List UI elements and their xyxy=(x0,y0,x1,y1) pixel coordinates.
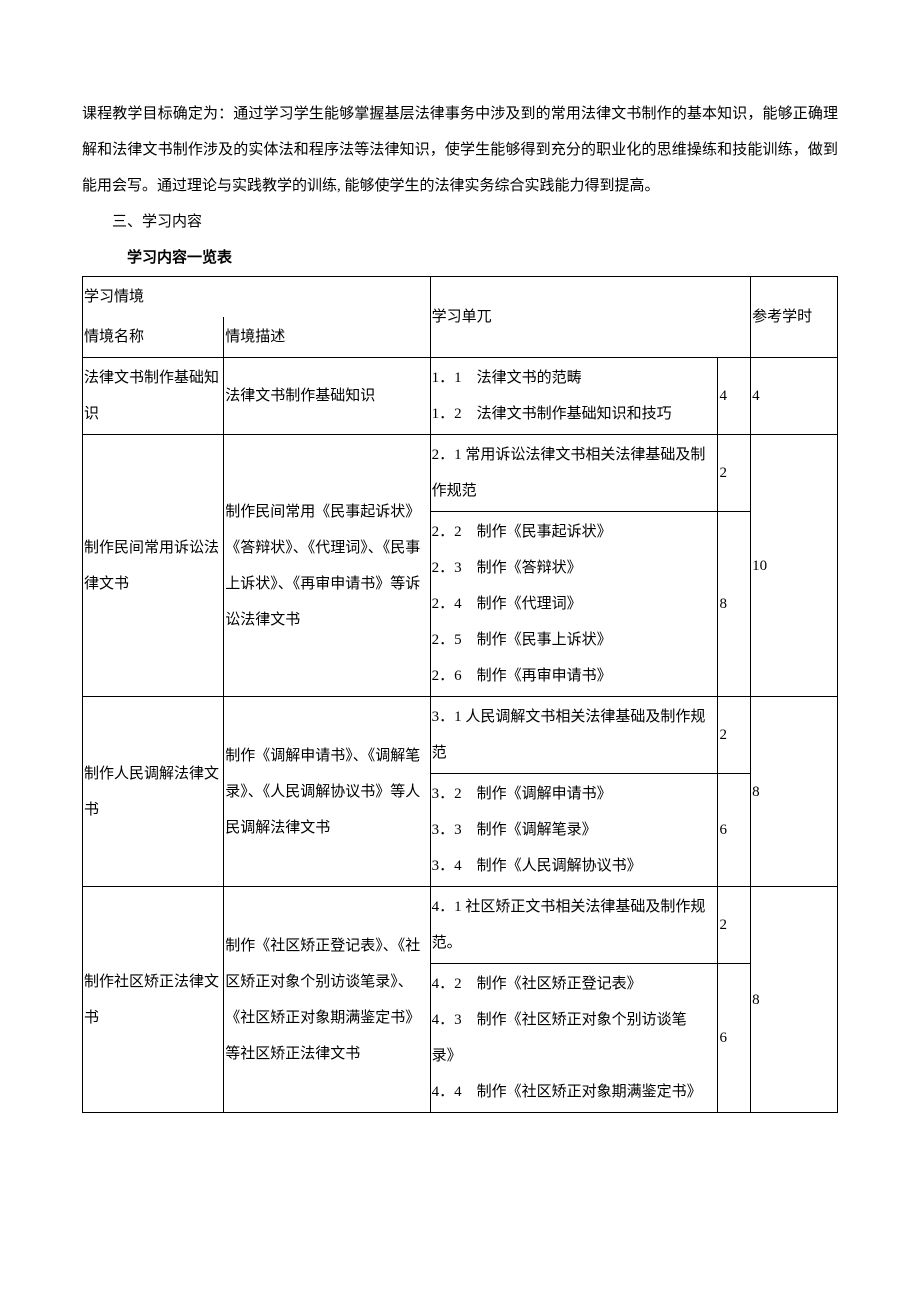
context-name-cell: 制作民间常用诉讼法律文书 xyxy=(83,435,224,697)
table-header-row: 学习情境 学习单兀 参考学时 xyxy=(83,277,838,318)
header-context-name: 情境名称 xyxy=(83,317,224,358)
unit-cell: 3．2 制作《调解申请书》 3．3 制作《调解笔录》 3．4 制作《人民调解协议… xyxy=(430,774,718,887)
unit-cell: 2．1 常用诉讼法律文书相关法律基础及制作规范 xyxy=(430,435,718,512)
unit-cell: 2．2 制作《民事起诉状》 2．3 制作《答辩状》 2．4 制作《代理词》 2．… xyxy=(430,512,718,697)
unit-hours-cell: 8 xyxy=(718,512,751,697)
unit-hours-cell: 2 xyxy=(718,435,751,512)
table-row: 制作社区矫正法律文书 制作《社区矫正登记表》、《社区矫正对象个别访谈笔录》、《社… xyxy=(83,887,838,964)
unit-cell: 4．1 社区矫正文书相关法律基础及制作规范。 xyxy=(430,887,718,964)
header-context: 学习情境 xyxy=(83,277,431,318)
context-desc-cell: 制作《社区矫正登记表》、《社区矫正对象个别访谈笔录》、《社区矫正对象期满鉴定书》… xyxy=(224,887,430,1113)
total-hours-cell: 8 xyxy=(751,887,838,1113)
total-hours-cell: 4 xyxy=(751,358,838,435)
content-table: 学习情境 学习单兀 参考学时 情境名称 情境描述 法律文书制作基础知识 法律文书… xyxy=(82,276,838,1113)
unit-hours-cell: 2 xyxy=(718,887,751,964)
unit-hours-cell: 2 xyxy=(718,697,751,774)
unit-hours-cell: 4 xyxy=(718,358,751,435)
context-desc-cell: 制作《调解申请书》、《调解笔录》、《人民调解协议书》等人民调解法律文书 xyxy=(224,697,430,887)
context-name-cell: 法律文书制作基础知识 xyxy=(83,358,224,435)
unit-cell: 4．2 制作《社区矫正登记表》 4．3 制作《社区矫正对象个别访谈笔录》 4．4… xyxy=(430,964,718,1113)
context-desc-cell: 制作民间常用《民事起诉状》《答辩状》、《代理词》、《民事上诉状》、《再审申请书》… xyxy=(224,435,430,697)
unit-hours-cell: 6 xyxy=(718,964,751,1113)
intro-paragraph: 课程教学目标确定为：通过学习学生能够掌握基层法律事务中涉及到的常用法律文书制作的… xyxy=(82,96,838,204)
context-desc-cell: 法律文书制作基础知识 xyxy=(224,358,430,435)
header-unit: 学习单兀 xyxy=(430,277,750,358)
table-title: 学习内容一览表 xyxy=(82,240,838,276)
context-name-cell: 制作社区矫正法律文书 xyxy=(83,887,224,1113)
unit-hours-cell: 6 xyxy=(718,774,751,887)
header-ref-hours: 参考学时 xyxy=(751,277,838,358)
section-heading: 三、学习内容 xyxy=(82,204,838,240)
page-container: 课程教学目标确定为：通过学习学生能够掌握基层法律事务中涉及到的常用法律文书制作的… xyxy=(0,0,920,1173)
context-name-cell: 制作人民调解法律文书 xyxy=(83,697,224,887)
unit-cell: 1．1 法律文书的范畴 1．2 法律文书制作基础知识和技巧 xyxy=(430,358,718,435)
total-hours-cell: 10 xyxy=(751,435,838,697)
table-row: 法律文书制作基础知识 法律文书制作基础知识 1．1 法律文书的范畴 1．2 法律… xyxy=(83,358,838,435)
unit-cell: 3．1 人民调解文书相关法律基础及制作规范 xyxy=(430,697,718,774)
header-context-desc: 情境描述 xyxy=(224,317,430,358)
table-row: 制作民间常用诉讼法律文书 制作民间常用《民事起诉状》《答辩状》、《代理词》、《民… xyxy=(83,435,838,512)
total-hours-cell: 8 xyxy=(751,697,838,887)
table-row: 制作人民调解法律文书 制作《调解申请书》、《调解笔录》、《人民调解协议书》等人民… xyxy=(83,697,838,774)
